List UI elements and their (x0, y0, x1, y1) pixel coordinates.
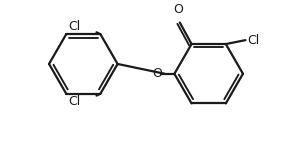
Text: O: O (173, 3, 183, 16)
Text: Cl: Cl (69, 95, 81, 108)
Text: Cl: Cl (247, 34, 260, 47)
Text: O: O (152, 67, 162, 80)
Text: Cl: Cl (69, 20, 81, 33)
